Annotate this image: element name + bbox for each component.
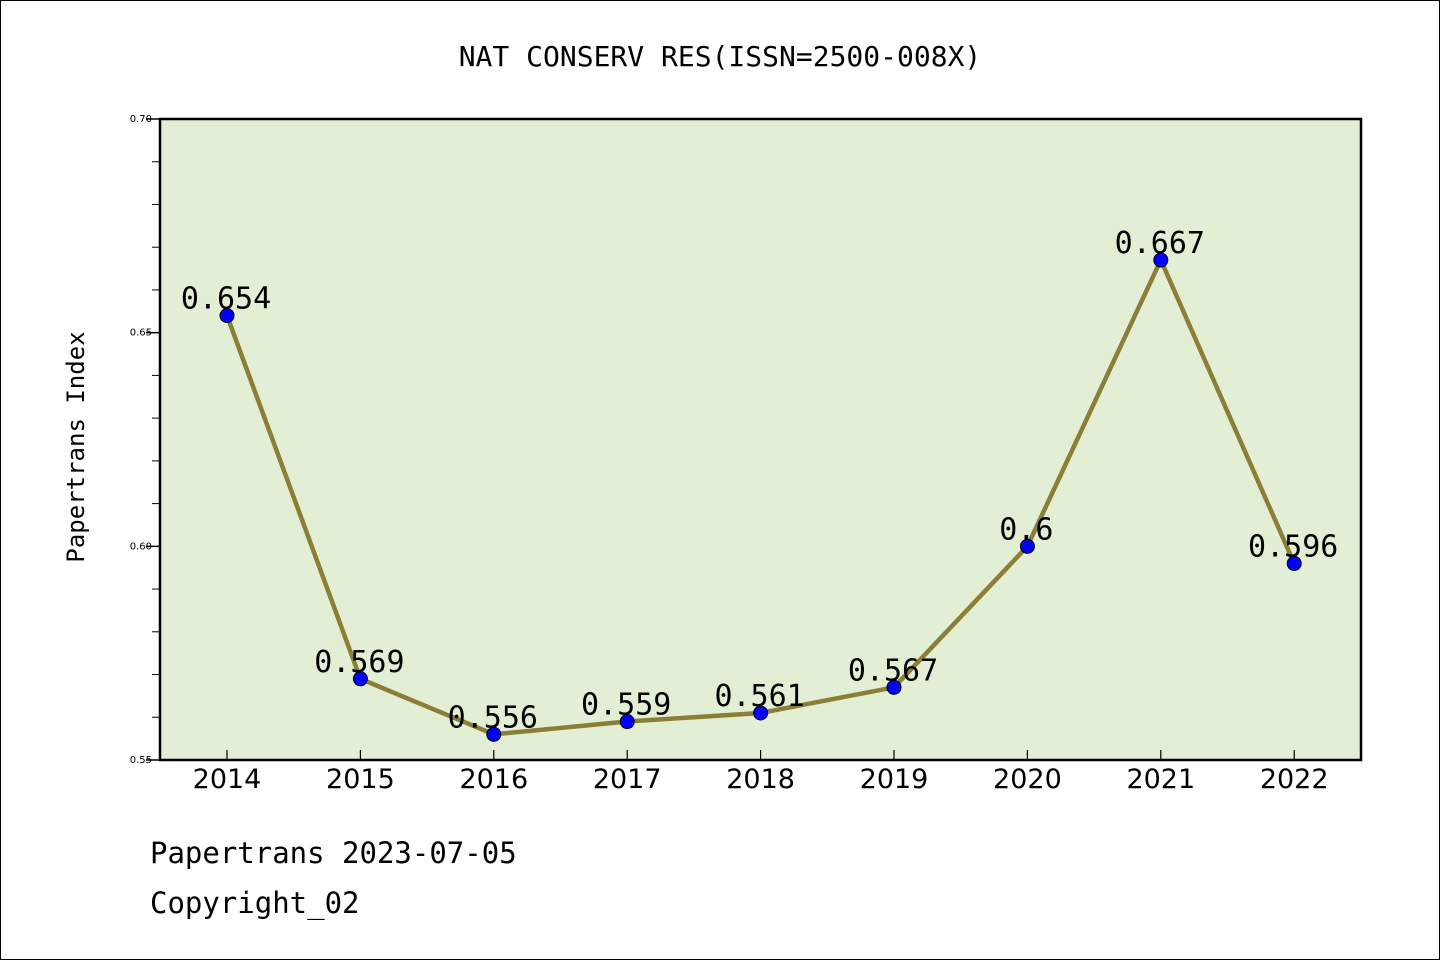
data-point-marker	[886, 679, 902, 695]
footer-copyright: Copyright_02	[150, 886, 360, 920]
x-tick-label: 2016	[459, 764, 528, 795]
data-point-marker	[486, 726, 502, 742]
series-layer	[219, 252, 1302, 742]
data-point-marker	[1153, 252, 1169, 268]
data-label-layer: 0.654 0.569 0.556 0.559 0.561 0.567 0.6 0.667 0.…	[181, 226, 1339, 735]
data-point-marker	[1286, 555, 1302, 571]
data-label: 0.6	[999, 512, 1053, 547]
data-label: 0.556	[448, 700, 538, 735]
chart-title: NAT CONSERV RES(ISSN=2500-008X)	[459, 40, 982, 73]
data-label: 0.596	[1248, 529, 1338, 564]
y-axis-label: Papertrans Index	[62, 331, 90, 562]
x-axis: 2014 2015 2016 2017 2018 2019 2020 2021 2022	[193, 750, 1329, 795]
data-label: 0.569	[314, 645, 404, 680]
data-label: 0.559	[581, 688, 671, 723]
y-tick-label: 0.60	[130, 541, 152, 552]
x-tick-label: 2015	[326, 764, 395, 795]
y-tick-label: 0.55	[130, 755, 152, 766]
data-point-marker	[1019, 538, 1035, 554]
y-axis: 0.55 0.60 0.65 0.70	[130, 114, 160, 766]
footer-date-line: Papertrans 2023-07-05	[150, 836, 517, 870]
data-label: 0.567	[848, 653, 938, 688]
x-tick-label: 2014	[193, 764, 262, 795]
data-point-marker	[352, 671, 368, 687]
x-tick-label: 2021	[1126, 764, 1195, 795]
x-tick-label: 2017	[593, 764, 662, 795]
data-point-marker	[219, 308, 235, 324]
data-point-marker	[753, 705, 769, 721]
data-label: 0.561	[714, 679, 804, 714]
y-tick-label: 0.70	[130, 114, 152, 125]
x-tick-label: 2022	[1260, 764, 1329, 795]
data-label: 0.654	[181, 282, 271, 317]
data-label: 0.667	[1115, 226, 1205, 261]
data-point-marker	[619, 714, 635, 730]
x-tick-label: 2018	[726, 764, 795, 795]
x-tick-label: 2020	[993, 764, 1062, 795]
y-tick-label: 0.65	[130, 328, 152, 339]
plot-area	[158, 117, 1363, 762]
x-tick-label: 2019	[860, 764, 929, 795]
